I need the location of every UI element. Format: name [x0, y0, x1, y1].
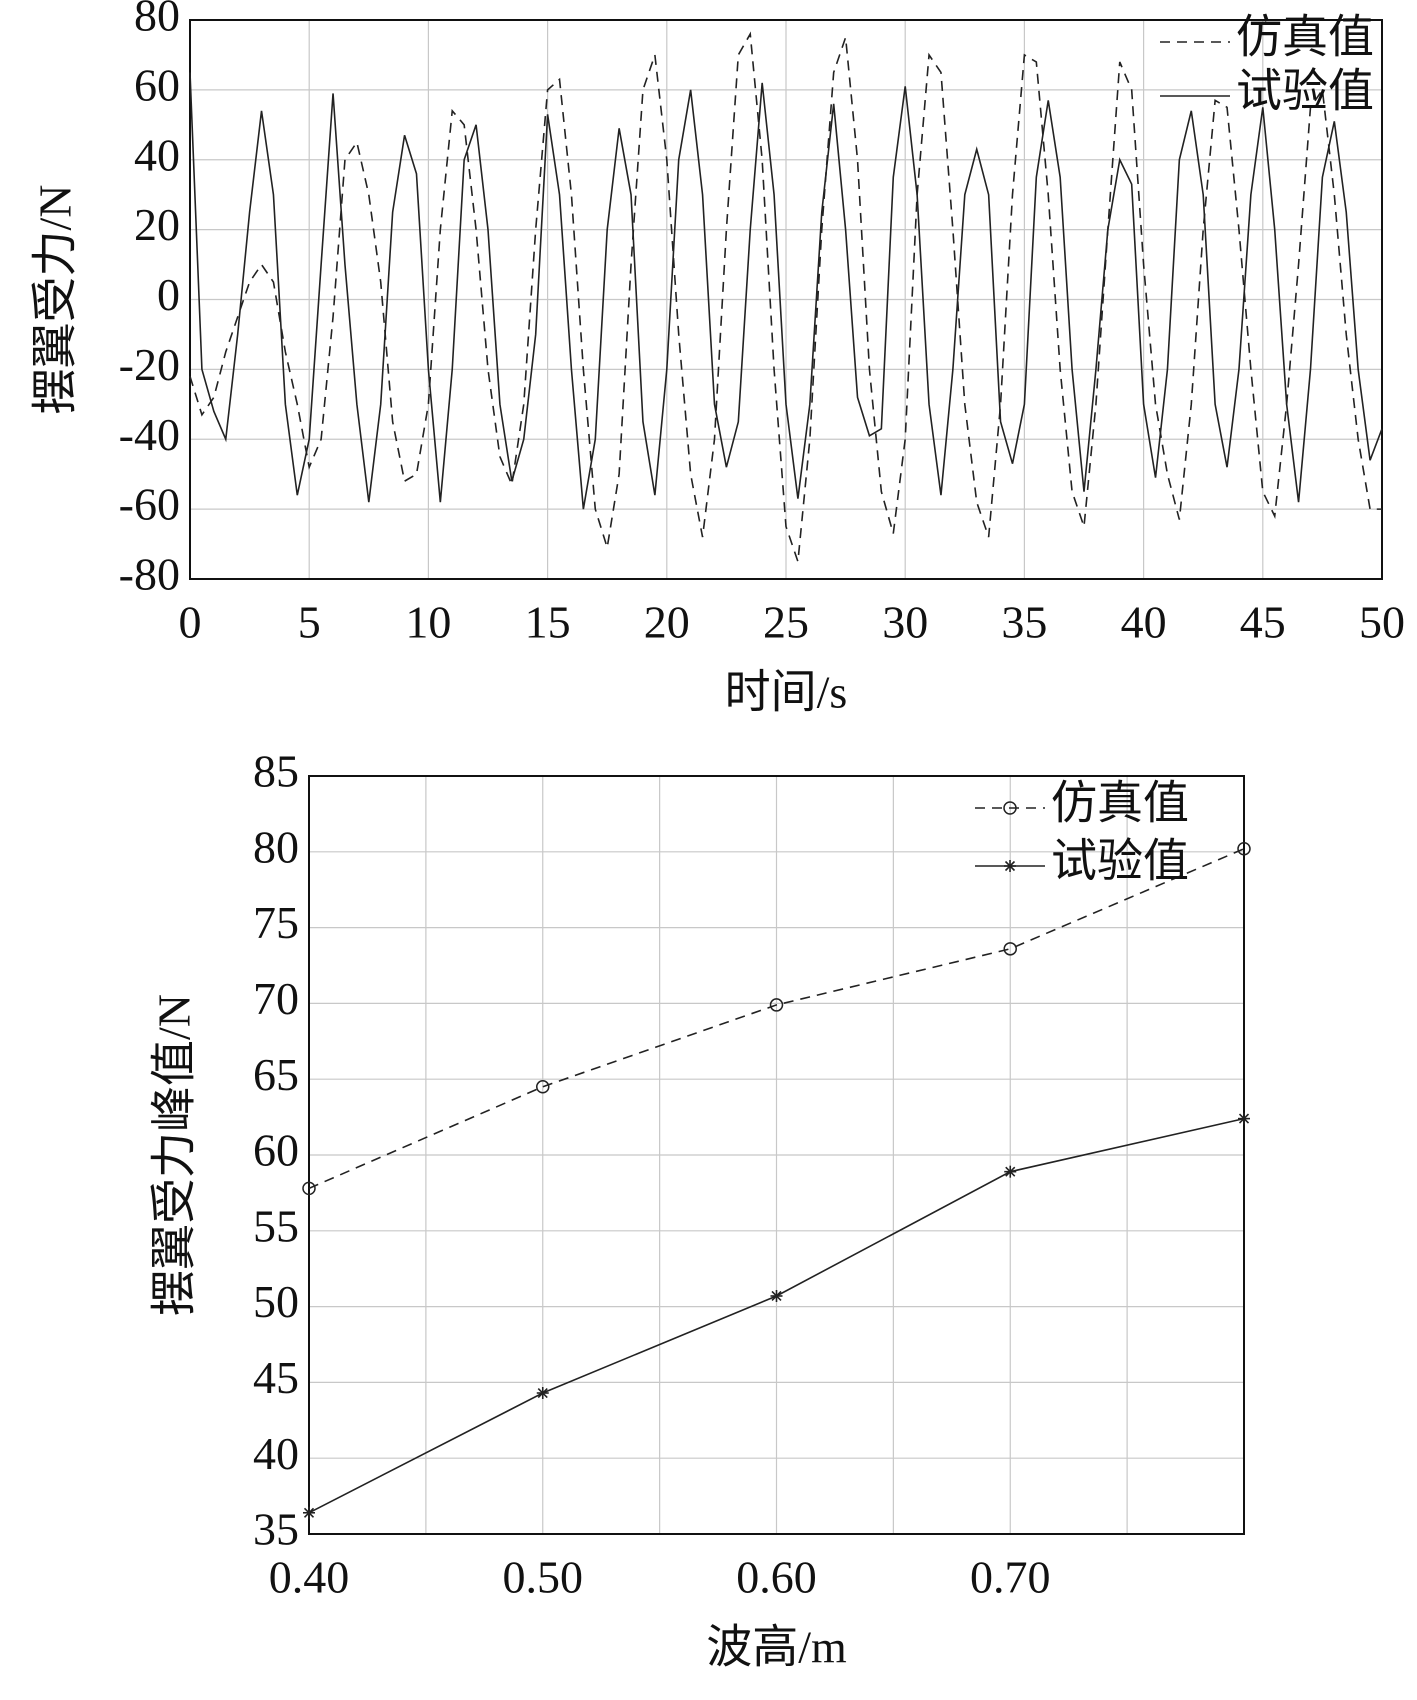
y-tick-label: 65: [253, 1049, 299, 1100]
series-line: [308, 848, 1245, 1190]
x-tick-label: 30: [882, 597, 928, 648]
y-tick-label: 80: [253, 821, 299, 872]
y-tick-label: 60: [134, 59, 180, 110]
marker: [1004, 860, 1016, 872]
y-tick-label: -80: [119, 549, 180, 600]
marker-stroke: [1004, 860, 1016, 872]
marker: [536, 1080, 550, 1094]
marker-stroke: [1005, 1166, 1016, 1177]
y-tick-label: -20: [119, 339, 180, 390]
y-tick-label: -60: [119, 479, 180, 530]
x-tick-label: 35: [1001, 597, 1047, 648]
y-tick-label: 85: [253, 746, 299, 797]
x-axis-label: 时间/s: [725, 667, 848, 718]
marker: [302, 1181, 316, 1196]
marker: [1003, 942, 1017, 956]
y-tick-label: 40: [134, 129, 180, 180]
legend-label: 仿真值: [1236, 12, 1374, 63]
marker: [1003, 801, 1017, 815]
marker: [1237, 842, 1251, 856]
y-tick-label: 0: [157, 269, 180, 320]
x-tick-label: 20: [644, 597, 690, 648]
y-tick-label: 20: [134, 199, 180, 250]
x-axis-label: 波高/m: [706, 1622, 847, 1673]
y-tick-label: 50: [253, 1276, 299, 1327]
legend-label: 试验值: [1051, 836, 1189, 887]
marker-stroke: [1238, 1113, 1250, 1124]
x-tick-label: 10: [405, 597, 451, 648]
y-tick-label: 45: [253, 1352, 299, 1403]
marker: [303, 1506, 315, 1519]
x-tick-label: 0.70: [970, 1552, 1051, 1603]
plot-frame: [189, 19, 1383, 580]
y-axis-label: 摆翼受力/N: [30, 185, 81, 415]
y-tick-label: 75: [253, 897, 299, 948]
x-tick-label: 50: [1359, 597, 1405, 648]
y-tick-label: 55: [253, 1200, 299, 1251]
marker: [770, 1289, 783, 1302]
marker: [1004, 1165, 1017, 1178]
marker-stroke: [303, 1507, 315, 1518]
marker-stroke: [771, 1290, 782, 1302]
x-tick-label: 15: [525, 597, 571, 648]
y-tick-label: 40: [253, 1428, 299, 1479]
series-line: [189, 31, 1382, 562]
legend-label: 仿真值: [1051, 778, 1189, 829]
y-tick-label: 60: [253, 1125, 299, 1176]
x-tick-label: 0: [179, 597, 202, 648]
x-tick-label: 45: [1240, 597, 1286, 648]
x-tick-label: 40: [1121, 597, 1167, 648]
marker: [769, 998, 784, 1012]
plot-frame: [308, 775, 1245, 1535]
x-tick-label: 5: [298, 597, 321, 648]
y-tick-label: -40: [119, 409, 180, 460]
x-tick-label: 0.40: [269, 1552, 350, 1603]
marker-stroke: [537, 1387, 548, 1399]
marker: [1238, 1112, 1250, 1125]
y-tick-label: 70: [253, 973, 299, 1024]
series-line: [189, 72, 1383, 510]
x-tick-label: 0.50: [503, 1552, 584, 1603]
y-axis-label: 摆翼受力峰值/N: [149, 994, 200, 1316]
y-tick-label: 35: [253, 1504, 299, 1555]
legend-label: 试验值: [1236, 66, 1374, 117]
x-tick-label: 0.60: [736, 1552, 817, 1603]
y-tick-label: 80: [134, 0, 180, 41]
marker: [536, 1387, 549, 1400]
x-tick-label: 25: [763, 597, 809, 648]
